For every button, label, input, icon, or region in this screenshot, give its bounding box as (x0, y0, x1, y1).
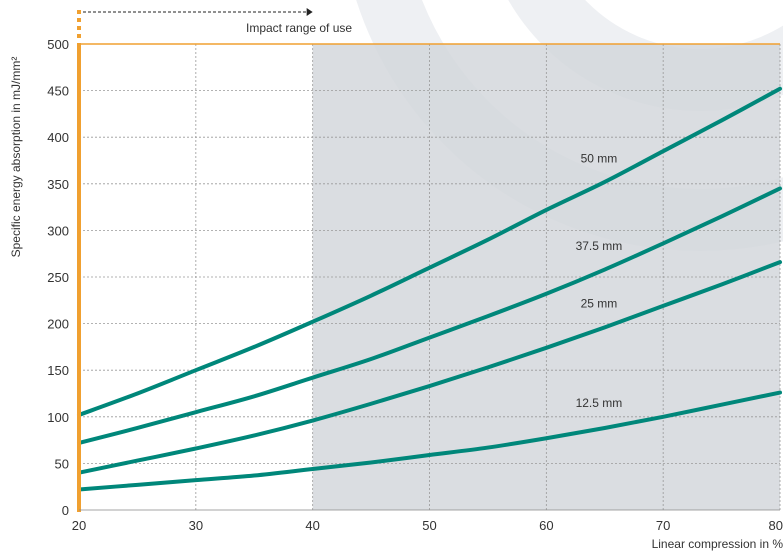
x-tick-label: 30 (189, 518, 203, 533)
y-axis-ticks: 0 50 100 150 200 250 300 350 400 450 500 (47, 37, 69, 518)
series-labels: 50 mm 37.5 mm 25 mm 12.5 mm (576, 152, 623, 410)
y-tick-label: 200 (47, 317, 69, 332)
impact-range-label: Impact range of use (246, 21, 352, 35)
x-tick-label: 20 (72, 518, 86, 533)
range-arrow-head (306, 8, 313, 16)
y-tick-label: 450 (47, 84, 69, 99)
x-tick-label: 80 (769, 518, 783, 533)
impact-range-indicator: Impact range of use (77, 8, 352, 40)
x-axis-title: Linear compression in % (652, 537, 783, 551)
x-tick-label: 70 (656, 518, 670, 533)
series-label-3: 25 mm (581, 296, 618, 310)
series-label-4: 12.5 mm (576, 396, 623, 410)
series-line-2 (77, 186, 782, 445)
x-axis-ticks: 20 30 40 50 60 70 80 (72, 518, 783, 533)
y-tick-label: 100 (47, 410, 69, 425)
x-tick-label: 50 (422, 518, 436, 533)
y-tick-label: 400 (47, 130, 69, 145)
series-label-1: 50 mm (581, 152, 618, 166)
series-label-2: 37.5 mm (576, 239, 623, 253)
y-tick-label: 50 (55, 456, 69, 471)
y-tick-label: 250 (47, 270, 69, 285)
y-tick-label: 150 (47, 363, 69, 378)
series-lines (77, 86, 782, 492)
x-tick-label: 40 (305, 518, 319, 533)
plot-frame (77, 43, 780, 512)
y-tick-label: 350 (47, 177, 69, 192)
series-line-3 (77, 260, 782, 475)
y-tick-label: 300 (47, 223, 69, 238)
y-tick-label: 500 (47, 37, 69, 52)
y-tick-label: 0 (62, 503, 69, 518)
series-line-1 (77, 86, 782, 417)
y-axis-title: Specific energy absorption in mJ/mm² (9, 57, 23, 258)
series-line-4 (77, 390, 782, 492)
x-tick-label: 60 (539, 518, 553, 533)
